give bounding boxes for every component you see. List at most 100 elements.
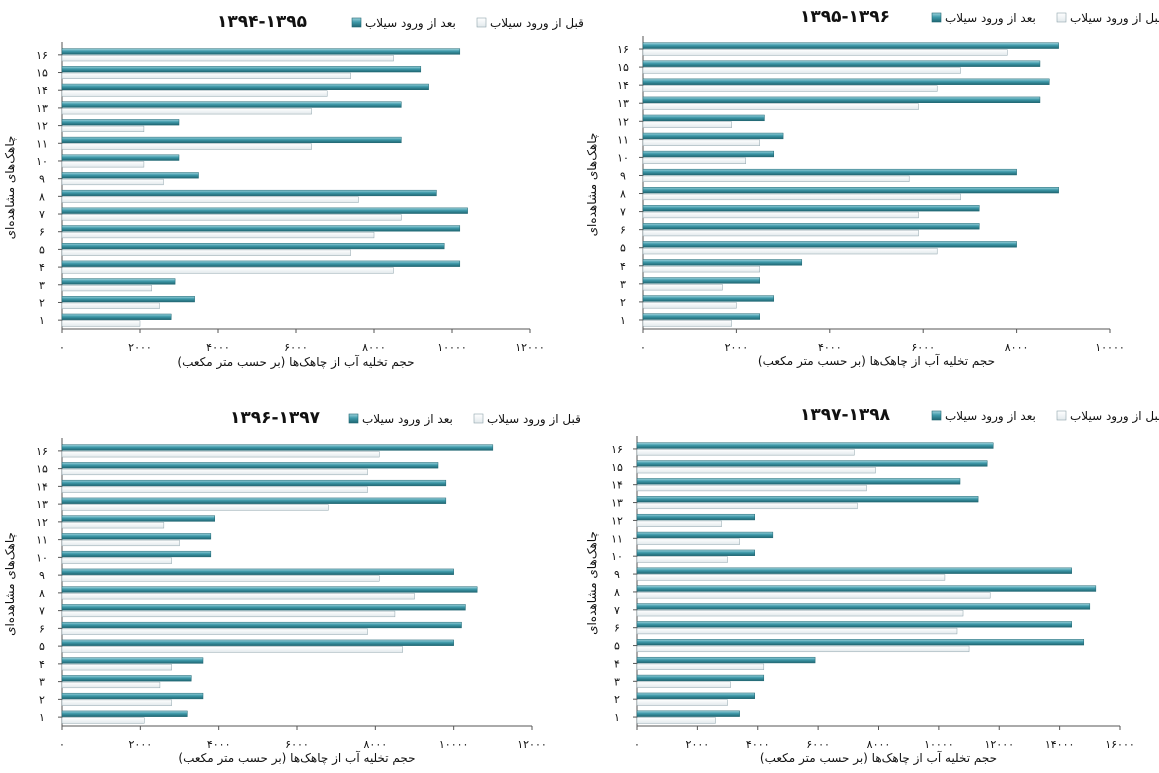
bar-before-flood — [636, 484, 867, 492]
y-tick-label: ۳ — [39, 279, 45, 292]
bar-after-flood — [642, 277, 760, 284]
legend-label-after: بعد از ورود سیلاب — [365, 16, 456, 31]
y-tick-label: ۱۲ — [36, 120, 48, 133]
bar-before-flood — [642, 229, 919, 237]
legend-label-after: بعد از ورود سیلاب — [945, 409, 1036, 424]
bar-before-flood — [61, 72, 351, 79]
y-axis-title: چاهک‌های مشاهده‌ای — [3, 532, 17, 636]
bar-before-flood — [61, 628, 368, 635]
y-tick-label: ۱۵ — [611, 461, 623, 474]
chart-legend: بعد از ورود سیلاب قبل از ورود سیلاب — [351, 16, 584, 31]
x-tick-label: ۲۰۰۰ — [686, 738, 710, 751]
bar-after-flood — [636, 692, 755, 699]
bar-before-flood — [642, 103, 919, 110]
chart-panel-top-right: ۱۳۹۵-۱۳۹۶ بعد از ورود سیلاب قبل از ورود سی… — [585, 7, 1159, 369]
y-tick-label: ۱۵ — [617, 61, 629, 74]
bar-before-flood — [61, 486, 368, 493]
y-tick-label: ۳ — [614, 675, 620, 688]
bar-before-flood — [61, 664, 172, 671]
bar-after-flood — [61, 550, 212, 558]
y-tick-label: ۸ — [620, 188, 626, 201]
bar-after-flood — [61, 479, 447, 487]
x-tick-label: ۴۰۰۰ — [746, 738, 770, 751]
y-tick-label: ۸ — [39, 587, 45, 600]
legend-swatch-before — [1056, 410, 1067, 421]
legend-label-before: قبل از ورود سیلاب — [487, 412, 581, 427]
x-tick-label: ۲۰۰۰ — [725, 341, 749, 354]
y-tick-label: ۱۵ — [36, 67, 48, 80]
legend-swatch-after — [351, 17, 362, 28]
y-tick-label: ۸ — [614, 586, 620, 599]
x-tick-label: ۱۲۰۰۰ — [515, 341, 545, 354]
bar-after-flood — [642, 259, 803, 266]
chart-title: ۱۳۹۷-۱۳۹۸ — [800, 405, 891, 425]
chart-panel-top-left: ۱۳۹۴-۱۳۹۵ بعد از ورود سیلاب قبل از ورود سی… — [3, 12, 584, 370]
bar-after-flood — [636, 549, 755, 556]
bar-before-flood — [642, 85, 938, 92]
bar-after-flood — [642, 150, 775, 158]
bar-after-flood — [61, 621, 462, 629]
x-tick-label: ۱۴۰۰۰ — [1045, 738, 1075, 751]
bar-after-flood — [61, 568, 454, 575]
bar-after-flood — [61, 533, 212, 540]
bar-before-flood — [636, 592, 991, 599]
y-tick-label: ۲ — [620, 296, 626, 309]
legend-label-after: بعد از ورود سیلاب — [362, 412, 453, 427]
x-tick-label: ۸۰۰۰ — [1005, 341, 1029, 354]
x-tick-label: ۸۰۰۰ — [364, 738, 388, 751]
bar-after-flood — [636, 656, 816, 664]
y-tick-label: ۳ — [620, 278, 626, 291]
bar-after-flood — [61, 225, 461, 232]
bar-after-flood — [61, 675, 192, 682]
y-tick-label: ۶ — [39, 226, 45, 239]
x-tick-label: ۰ — [640, 341, 646, 354]
y-tick-label: ۱ — [39, 711, 45, 724]
y-axis-title: چاهک‌های مشاهده‌ای — [3, 136, 17, 240]
y-tick-label: ۱۶ — [617, 43, 629, 56]
bar-after-flood — [642, 60, 1041, 67]
x-tick-label: ۱۰۰۰۰ — [437, 341, 467, 354]
bar-before-flood — [61, 699, 172, 706]
bar-before-flood — [636, 467, 876, 474]
bar-after-flood — [61, 189, 437, 197]
bar-after-flood — [636, 531, 774, 539]
legend-label-before: قبل از ورود سیلاب — [1070, 11, 1159, 26]
legend-swatch-before — [473, 413, 484, 424]
x-tick-label: ۶۰۰۰ — [911, 341, 935, 354]
bar-before-flood — [636, 699, 728, 706]
bar-before-flood — [61, 161, 145, 168]
y-tick-label: ۷ — [614, 604, 620, 617]
bar-after-flood — [642, 241, 1017, 248]
y-tick-label: ۹ — [620, 169, 626, 182]
bar-after-flood — [636, 710, 740, 717]
y-tick-label: ۱۱ — [617, 133, 629, 146]
bar-before-flood — [61, 468, 368, 476]
y-tick-label: ۵ — [39, 640, 45, 653]
y-tick-label: ۴ — [614, 657, 620, 670]
bar-before-flood — [61, 214, 402, 221]
legend-swatch-before — [1056, 12, 1067, 23]
bar-after-flood — [642, 78, 1050, 85]
bar-after-flood — [61, 444, 494, 451]
bar-before-flood — [642, 49, 1008, 56]
y-tick-label: ۵ — [614, 640, 620, 653]
bar-before-flood — [61, 681, 161, 689]
x-tick-label: ۴۰۰۰ — [207, 738, 231, 751]
bar-before-flood — [642, 320, 732, 327]
y-tick-label: ۱۳ — [36, 102, 48, 115]
y-tick-label: ۴ — [39, 658, 45, 671]
bar-after-flood — [61, 136, 402, 144]
y-tick-label: ۶ — [614, 622, 620, 635]
y-tick-label: ۱۴ — [36, 480, 48, 493]
y-tick-label: ۹ — [39, 173, 45, 186]
x-tick-label: ۸۰۰۰ — [362, 341, 386, 354]
x-tick-label: ۲۰۰۰ — [129, 738, 153, 751]
bar-after-flood — [642, 187, 1059, 194]
x-tick-label: ۶۰۰۰ — [806, 738, 830, 751]
bar-before-flood — [642, 247, 938, 255]
bar-after-flood — [636, 621, 1072, 628]
bar-after-flood — [636, 603, 1091, 610]
bar-before-flood — [61, 646, 403, 653]
x-tick-label: ۱۰۰۰۰ — [1095, 341, 1125, 354]
x-tick-label: ۸۰۰۰ — [867, 738, 891, 751]
